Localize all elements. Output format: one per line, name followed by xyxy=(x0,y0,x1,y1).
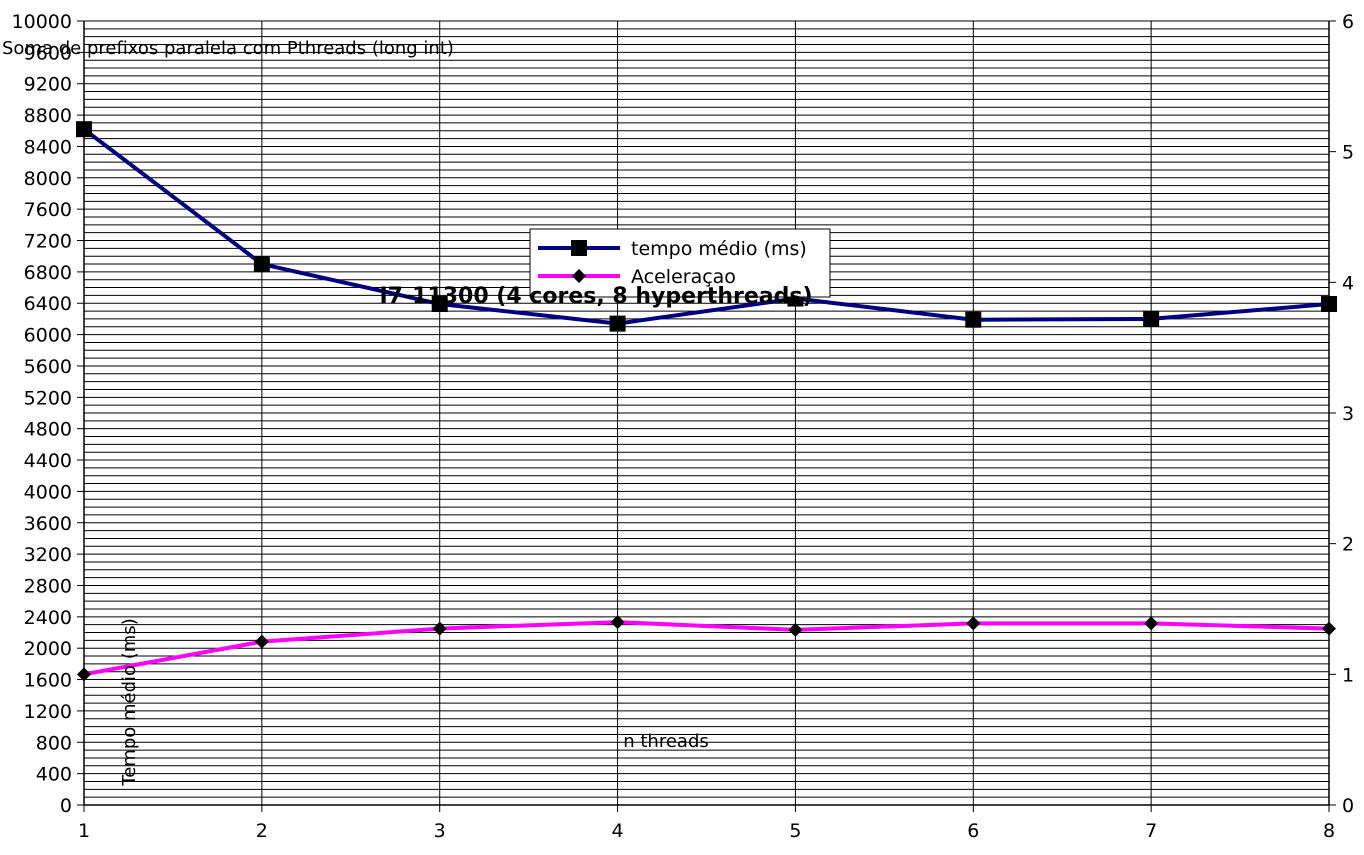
series-line xyxy=(82,127,1330,326)
data-point xyxy=(1144,616,1159,631)
y-tick-label: 8400 xyxy=(24,136,72,158)
y-tick-label: 6400 xyxy=(24,293,72,315)
y-tick-label: 5600 xyxy=(24,356,72,378)
data-point xyxy=(76,121,92,138)
legend: tempo médio (ms) Aceleraçao xyxy=(529,228,831,298)
data-point xyxy=(77,667,91,682)
y-tick-label: 5200 xyxy=(24,387,72,409)
legend-label: Aceleraçao xyxy=(631,266,736,288)
data-point xyxy=(965,311,982,328)
legend-marker xyxy=(572,269,586,283)
grid-lines xyxy=(83,20,1330,806)
x-tick-label: 6 xyxy=(967,820,979,842)
y-tick-label: 6800 xyxy=(24,262,72,284)
data-point xyxy=(432,621,447,636)
y2-tick-label: 1 xyxy=(1342,664,1354,686)
y-tick-label: 1600 xyxy=(24,670,72,692)
series-layer xyxy=(76,121,1337,682)
x-tick-label: 4 xyxy=(612,820,624,842)
y-tick-label: 2800 xyxy=(24,575,72,597)
y2-tick-label: 6 xyxy=(1342,11,1354,33)
chart-subtitle: Soma de prefixos paralela com Pthreads (… xyxy=(2,38,454,59)
x-tick-label: 2 xyxy=(256,820,268,842)
y-tick-label: 4000 xyxy=(24,481,72,503)
data-point xyxy=(1322,621,1336,636)
data-point xyxy=(788,622,803,637)
y-tick-label: 10000 xyxy=(12,11,72,33)
y-axis-ticks: 0 400 800 1200 1600 2000 2400 2800 3200 3600 4000 4… xyxy=(12,11,84,817)
data-point xyxy=(609,315,626,332)
chart-title: I7-11300 (4 cores, 8 hyperthreads) xyxy=(379,284,812,309)
data-point xyxy=(254,634,269,649)
y-tick-label: 9600 xyxy=(24,42,72,64)
y-tick-label: 7200 xyxy=(24,231,72,253)
data-point xyxy=(1143,310,1160,327)
series-2 xyxy=(77,615,1336,682)
x-tick-label: 7 xyxy=(1145,820,1157,842)
data-point xyxy=(1321,296,1337,313)
y2-tick-label: 4 xyxy=(1342,272,1354,294)
series-line xyxy=(83,620,1330,677)
y-tick-label: 800 xyxy=(36,732,72,754)
y-axis-label: Tempo médio (ms) xyxy=(119,618,140,786)
y-tick-label: 2000 xyxy=(24,638,72,660)
data-point xyxy=(966,616,981,631)
y-tick-label: 6000 xyxy=(24,325,72,347)
y2-tick-label: 2 xyxy=(1342,534,1354,556)
y2-tick-label: 3 xyxy=(1342,403,1354,425)
y-tick-label: 7600 xyxy=(24,199,72,221)
x-tick-label: 5 xyxy=(789,820,801,842)
legend-marker xyxy=(571,240,587,256)
y-tick-label: 8000 xyxy=(24,168,72,190)
y-tick-label: 3600 xyxy=(24,513,72,535)
x-tick-label: 3 xyxy=(434,820,446,842)
data-point xyxy=(253,256,270,273)
y-tick-label: 4800 xyxy=(24,419,72,441)
y2-tick-label: 5 xyxy=(1342,142,1354,164)
x-tick-label: 1 xyxy=(78,820,90,842)
y-tick-label: 3200 xyxy=(24,544,72,566)
y-tick-label: 0 xyxy=(60,795,72,817)
x-tick-label: 8 xyxy=(1323,820,1335,842)
y-tick-label: 8800 xyxy=(24,105,72,127)
data-point xyxy=(610,615,625,630)
data-point xyxy=(431,296,448,313)
y-tick-label: 2400 xyxy=(24,607,72,629)
y-tick-label: 9200 xyxy=(24,74,72,96)
legend-label: tempo médio (ms) xyxy=(631,238,807,260)
y-tick-label: 1200 xyxy=(24,701,72,723)
y-tick-label: 4400 xyxy=(24,450,72,472)
x-axis-label: n threads xyxy=(623,731,709,752)
y2-tick-label: 0 xyxy=(1342,795,1354,817)
x-axis-ticks: 1 2 3 4 5 6 7 8 xyxy=(78,805,1335,842)
y2-axis-ticks: 0 1 2 3 4 5 6 xyxy=(1329,11,1354,817)
y-tick-label: 400 xyxy=(36,764,72,786)
